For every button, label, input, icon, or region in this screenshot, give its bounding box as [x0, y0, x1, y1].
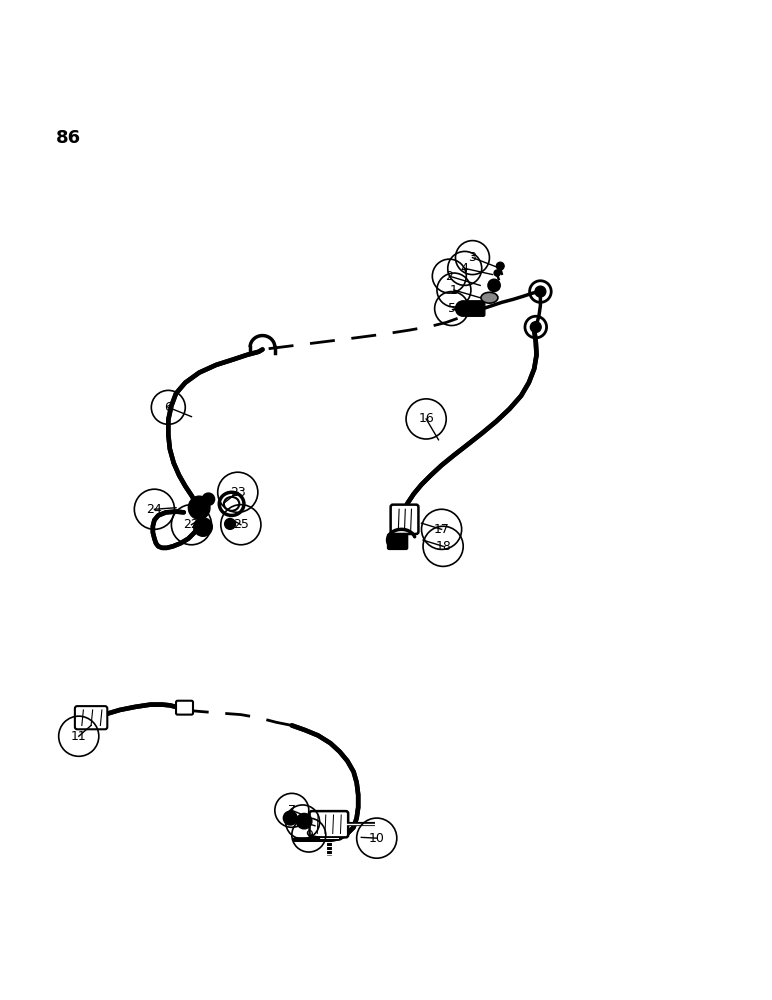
Circle shape [530, 322, 541, 332]
Text: 24: 24 [147, 503, 162, 516]
Text: 23: 23 [230, 486, 245, 499]
Circle shape [296, 813, 312, 829]
Text: 10: 10 [369, 832, 384, 845]
FancyBboxPatch shape [176, 701, 193, 715]
Text: 18: 18 [435, 540, 451, 553]
Text: 17: 17 [434, 523, 449, 536]
Text: 25: 25 [233, 518, 249, 531]
Text: 1: 1 [450, 284, 458, 297]
Text: 7: 7 [288, 804, 296, 817]
Circle shape [194, 518, 212, 536]
FancyBboxPatch shape [75, 706, 107, 729]
Circle shape [202, 493, 215, 505]
Text: 9: 9 [305, 829, 313, 842]
Circle shape [494, 270, 500, 276]
Text: 11: 11 [71, 730, 86, 743]
Text: 8: 8 [299, 815, 306, 828]
Text: 22: 22 [184, 518, 199, 531]
Text: 86: 86 [56, 129, 81, 147]
Circle shape [283, 811, 297, 825]
Circle shape [225, 519, 235, 529]
FancyBboxPatch shape [310, 811, 348, 837]
FancyBboxPatch shape [388, 534, 408, 549]
FancyBboxPatch shape [391, 505, 418, 534]
FancyBboxPatch shape [465, 301, 485, 316]
Text: 5: 5 [448, 302, 455, 315]
Text: 4: 4 [461, 262, 469, 275]
Text: 2: 2 [445, 270, 453, 283]
Ellipse shape [188, 496, 210, 519]
Ellipse shape [481, 292, 498, 303]
Circle shape [535, 286, 546, 297]
Text: 3: 3 [469, 251, 476, 264]
Text: 6: 6 [164, 401, 172, 414]
Circle shape [496, 262, 504, 270]
Circle shape [455, 301, 471, 316]
Text: 16: 16 [418, 412, 434, 425]
Circle shape [488, 279, 500, 292]
